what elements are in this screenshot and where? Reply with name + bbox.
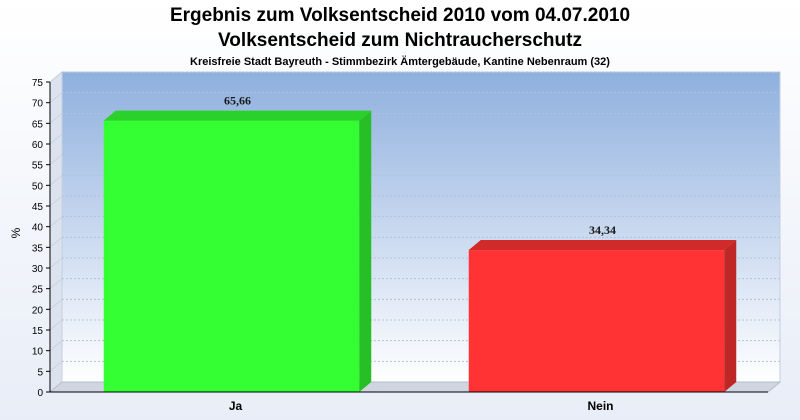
y-tick-label: 15 [32,326,44,337]
y-tick-label: 60 [32,140,44,151]
y-axis: 0 5 10 15 20 25 30 35 40 45 50 55 60 65 70 75 [32,78,51,399]
gridline-side [49,340,63,352]
bar-ja-top [103,110,372,121]
y-tick-label: 50 [32,181,44,192]
gridline-side [49,154,63,166]
y-tick-label: 65 [32,119,44,130]
gridline-side [49,236,63,248]
data-label-nein: 34,34 [589,223,616,237]
gridline-side [49,174,63,186]
y-tick-label: 70 [32,99,44,110]
gridline-side [49,92,63,104]
gridline-side [49,71,63,83]
y-tick-label: 45 [32,202,44,213]
bar-ja [103,120,360,392]
y-tick-label: 40 [32,223,44,234]
y-tick-label: 0 [37,388,43,399]
bar-nein-top [468,240,737,251]
gridline-side [49,195,63,207]
y-tick-label: 10 [32,347,44,358]
bar-nein-side [724,240,737,392]
y-tick-label: 55 [32,161,44,172]
gridline-side [49,278,63,290]
bar-ja-side [359,110,372,392]
chart-title: Ergebnis zum Volksentscheid 2010 vom 04.… [170,5,630,26]
y-tick-label: 20 [32,305,44,316]
gridline-side [49,216,63,228]
gridlines [49,71,780,372]
chart-subtitle: Volksentscheid zum Nichtraucherschutz [218,30,582,51]
y-axis-label: % [9,227,23,238]
bars: 65,66 34,34 [103,94,737,392]
y-tick-label: 25 [32,285,44,296]
y-tick-label: 35 [32,243,44,254]
y-tick-label: 30 [32,264,44,275]
x-tick-label-ja: Ja [229,399,243,413]
plot-side-wall [49,70,63,394]
data-label-ja: 65,66 [224,94,251,108]
x-axis: Ja Nein [50,391,768,413]
gridline-side [49,133,63,145]
gridline-side [49,298,63,310]
bar-nein [468,250,725,392]
gridline-side [49,319,63,331]
y-tick-label: 5 [37,367,43,378]
x-tick-label-nein: Nein [587,399,613,413]
gridline-side [49,360,63,372]
gridline-side [49,257,63,269]
chart-caption: Kreisfreie Stadt Bayreuth - Stimmbezirk … [190,55,610,68]
gridline-side [49,112,63,124]
y-tick-label: 75 [32,78,44,89]
